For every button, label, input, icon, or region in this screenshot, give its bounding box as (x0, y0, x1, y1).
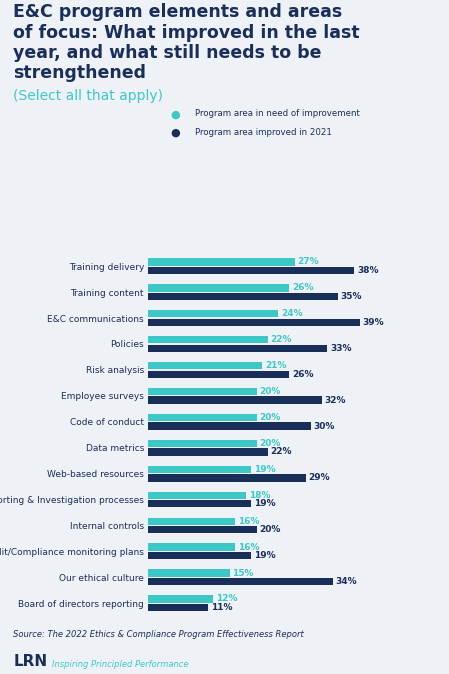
Text: Program area in need of improvement: Program area in need of improvement (195, 109, 360, 118)
Text: 22%: 22% (270, 448, 292, 456)
Bar (148, 466, 251, 473)
Bar (148, 491, 246, 499)
Text: 22%: 22% (270, 335, 292, 344)
Bar (148, 526, 257, 533)
Text: 39%: 39% (362, 318, 384, 327)
Bar (148, 518, 235, 525)
Text: 15%: 15% (232, 569, 254, 578)
Bar (148, 543, 235, 551)
Bar (148, 552, 251, 559)
Text: strengthened: strengthened (13, 64, 146, 82)
Bar (148, 570, 229, 577)
Text: 32%: 32% (325, 396, 346, 404)
Text: 20%: 20% (260, 439, 281, 448)
Text: 27%: 27% (297, 257, 319, 266)
Bar (148, 448, 268, 456)
Bar (148, 474, 305, 481)
Bar (148, 500, 251, 508)
Text: 11%: 11% (211, 603, 232, 612)
Bar (148, 319, 360, 326)
Text: 24%: 24% (281, 309, 303, 318)
Text: 26%: 26% (292, 283, 313, 293)
Text: LRN: LRN (13, 654, 48, 669)
Bar (148, 604, 208, 611)
Bar (148, 388, 257, 395)
Bar (148, 284, 289, 291)
Text: 38%: 38% (357, 266, 379, 275)
Bar (148, 578, 333, 585)
Text: 16%: 16% (238, 543, 259, 551)
Bar (148, 396, 322, 404)
Text: Inspiring Principled Performance: Inspiring Principled Performance (52, 660, 188, 669)
Bar (148, 414, 257, 421)
Text: 20%: 20% (260, 525, 281, 534)
Bar (148, 267, 354, 274)
Bar (148, 258, 295, 266)
Text: 12%: 12% (216, 594, 238, 603)
Text: 19%: 19% (254, 551, 276, 560)
Bar (148, 362, 262, 369)
Bar (148, 310, 278, 317)
Text: 29%: 29% (308, 473, 330, 483)
Text: 18%: 18% (249, 491, 270, 499)
Text: 33%: 33% (330, 344, 352, 353)
Bar (148, 371, 289, 378)
Text: 20%: 20% (260, 413, 281, 422)
Text: 35%: 35% (341, 292, 362, 301)
Text: 26%: 26% (292, 370, 313, 379)
Text: 16%: 16% (238, 517, 259, 526)
Text: of focus: What improved in the last: of focus: What improved in the last (13, 24, 360, 42)
Text: 34%: 34% (335, 577, 357, 586)
Text: 19%: 19% (254, 465, 276, 474)
Bar (148, 344, 327, 352)
Text: Program area improved in 2021: Program area improved in 2021 (195, 128, 332, 137)
Text: ●: ● (171, 109, 180, 119)
Text: 30%: 30% (314, 421, 335, 431)
Bar (148, 423, 311, 430)
Bar (148, 595, 213, 603)
Text: 19%: 19% (254, 499, 276, 508)
Bar (148, 336, 268, 343)
Text: E&C program elements and areas: E&C program elements and areas (13, 3, 343, 22)
Bar (148, 439, 257, 447)
Text: 21%: 21% (265, 361, 286, 370)
Text: ●: ● (171, 128, 180, 138)
Text: year, and what still needs to be: year, and what still needs to be (13, 44, 322, 62)
Bar (148, 293, 338, 300)
Text: (Select all that apply): (Select all that apply) (13, 89, 163, 103)
Text: 20%: 20% (260, 387, 281, 396)
Text: Source: The 2022 Ethics & Compliance Program Effectiveness Report: Source: The 2022 Ethics & Compliance Pro… (13, 630, 304, 639)
